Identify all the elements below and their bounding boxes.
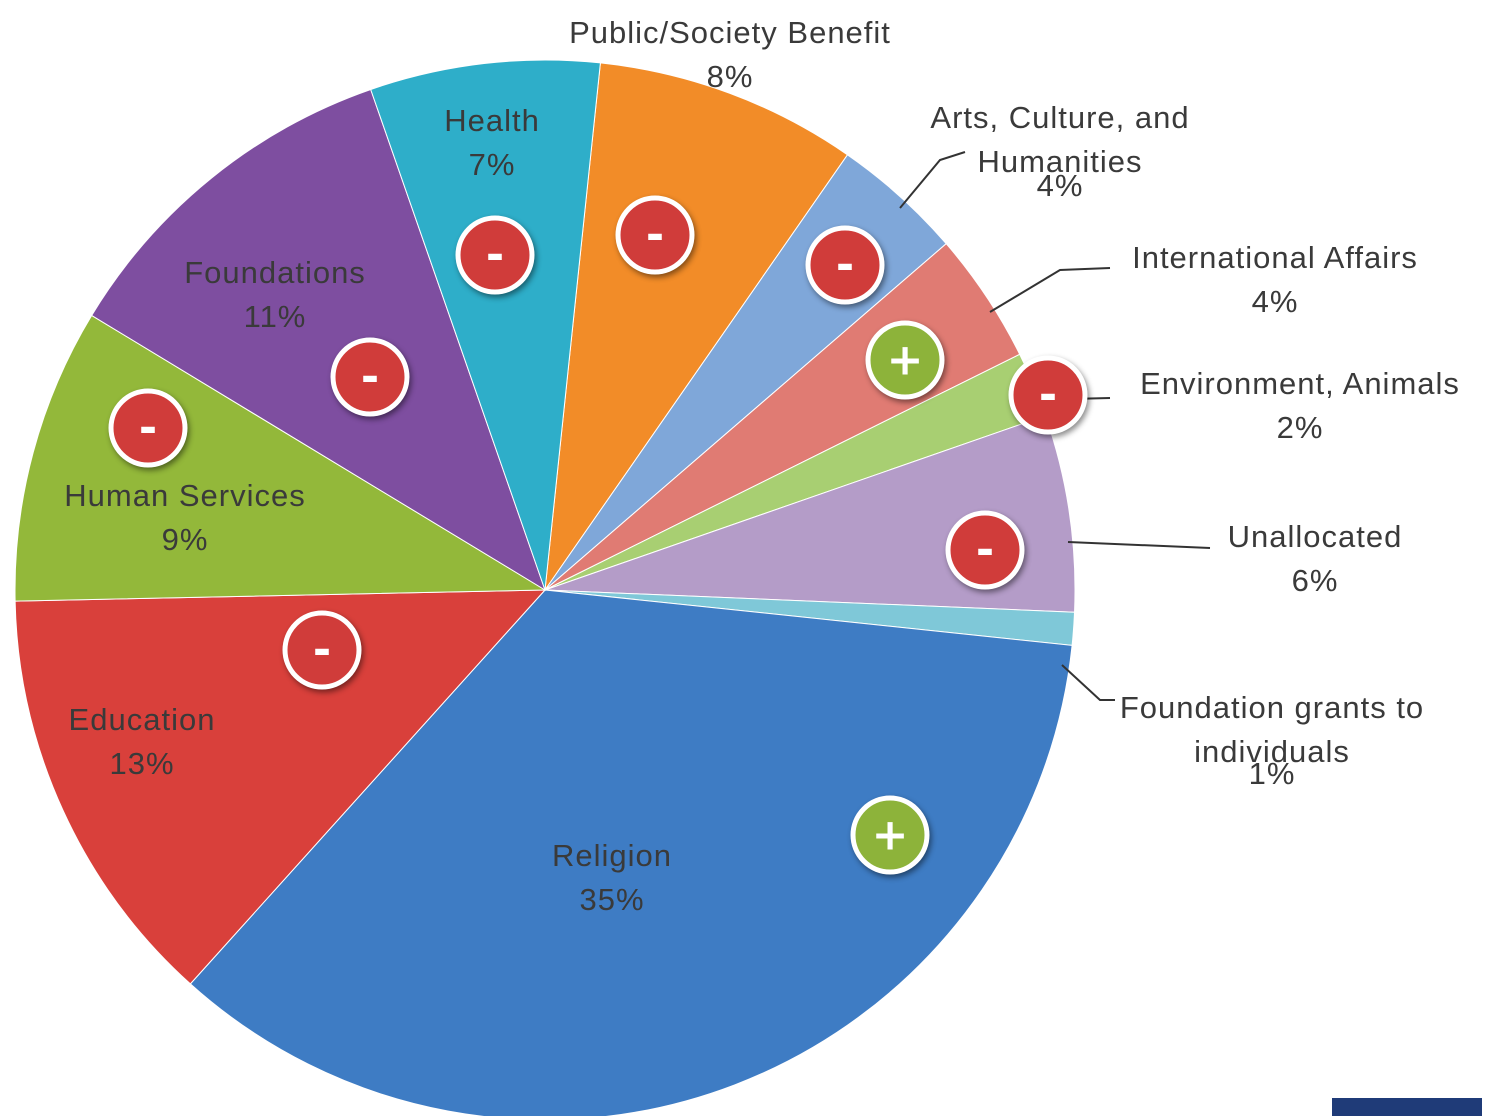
marker-badge: - (615, 195, 695, 275)
slice-value: 4% (1251, 284, 1299, 319)
slice-value: 35% (579, 882, 645, 917)
pie-slice (14, 314, 547, 602)
slice-value: 9% (161, 522, 209, 557)
badge-sign: - (361, 352, 379, 403)
slice-value: 6% (1291, 563, 1339, 598)
slice-label: International Affairs (1132, 240, 1418, 275)
badge-sign: - (836, 240, 854, 291)
pie-slice (370, 59, 601, 591)
slice-value: 8% (706, 59, 754, 94)
slice-label: Environment, Animals (1140, 366, 1460, 401)
badge-sign: - (139, 403, 157, 454)
leader-line (989, 267, 1111, 313)
badge-sign: - (646, 210, 664, 261)
marker-badge: - (330, 337, 410, 417)
slice-label: Public/Society Benefit (569, 15, 891, 50)
badge-sign: - (976, 525, 994, 576)
badge-circle (330, 337, 410, 417)
leader-line (1067, 541, 1211, 549)
slice-value: 4% (1036, 168, 1084, 203)
marker-badge: - (945, 510, 1025, 590)
slice-label: Religion (551, 838, 673, 873)
slice-value: 7% (468, 147, 516, 182)
leader-line (899, 151, 966, 209)
marker-badge: + (865, 320, 945, 400)
marker-badge: - (282, 610, 362, 690)
badge-circle (282, 610, 362, 690)
badge-circle (615, 195, 695, 275)
slice-label: Education (68, 702, 216, 737)
pie-slice (189, 589, 1073, 1116)
badge-circle (805, 225, 885, 305)
slice-label: Foundations (184, 255, 366, 290)
badge-circle (850, 795, 930, 875)
badge-circle (945, 510, 1025, 590)
badge-sign: - (1039, 370, 1057, 421)
slice-value: 2% (1276, 410, 1324, 445)
marker-badge: - (455, 215, 535, 295)
marker-badge: - (805, 225, 885, 305)
slice-value: 1% (1248, 756, 1296, 791)
leader-line (1061, 664, 1115, 701)
marker-badge: - (108, 388, 188, 468)
pie-slice (14, 589, 547, 985)
marker-badge: - (1008, 355, 1088, 435)
badge-circle (455, 215, 535, 295)
badge-circle (1008, 355, 1088, 435)
slice-value: 13% (109, 746, 175, 781)
slice-label: Unallocated (1227, 519, 1403, 554)
marker-badge: + (850, 795, 930, 875)
pie-slice (544, 62, 849, 591)
badge-sign: + (887, 335, 924, 386)
badge-sign: - (486, 230, 504, 281)
logo (1332, 1098, 1482, 1116)
pie-slice (90, 88, 546, 592)
badge-sign: - (313, 625, 331, 676)
slice-value: 11% (243, 299, 307, 334)
badge-circle (865, 320, 945, 400)
badge-sign: + (872, 810, 909, 861)
slice-label: Health (444, 103, 540, 138)
badge-circle (108, 388, 188, 468)
slice-label: Foundation grants to individuals (1119, 690, 1425, 769)
slice-label: Arts, Culture, and Humanities (930, 100, 1190, 179)
slice-label: Human Services (64, 478, 306, 513)
